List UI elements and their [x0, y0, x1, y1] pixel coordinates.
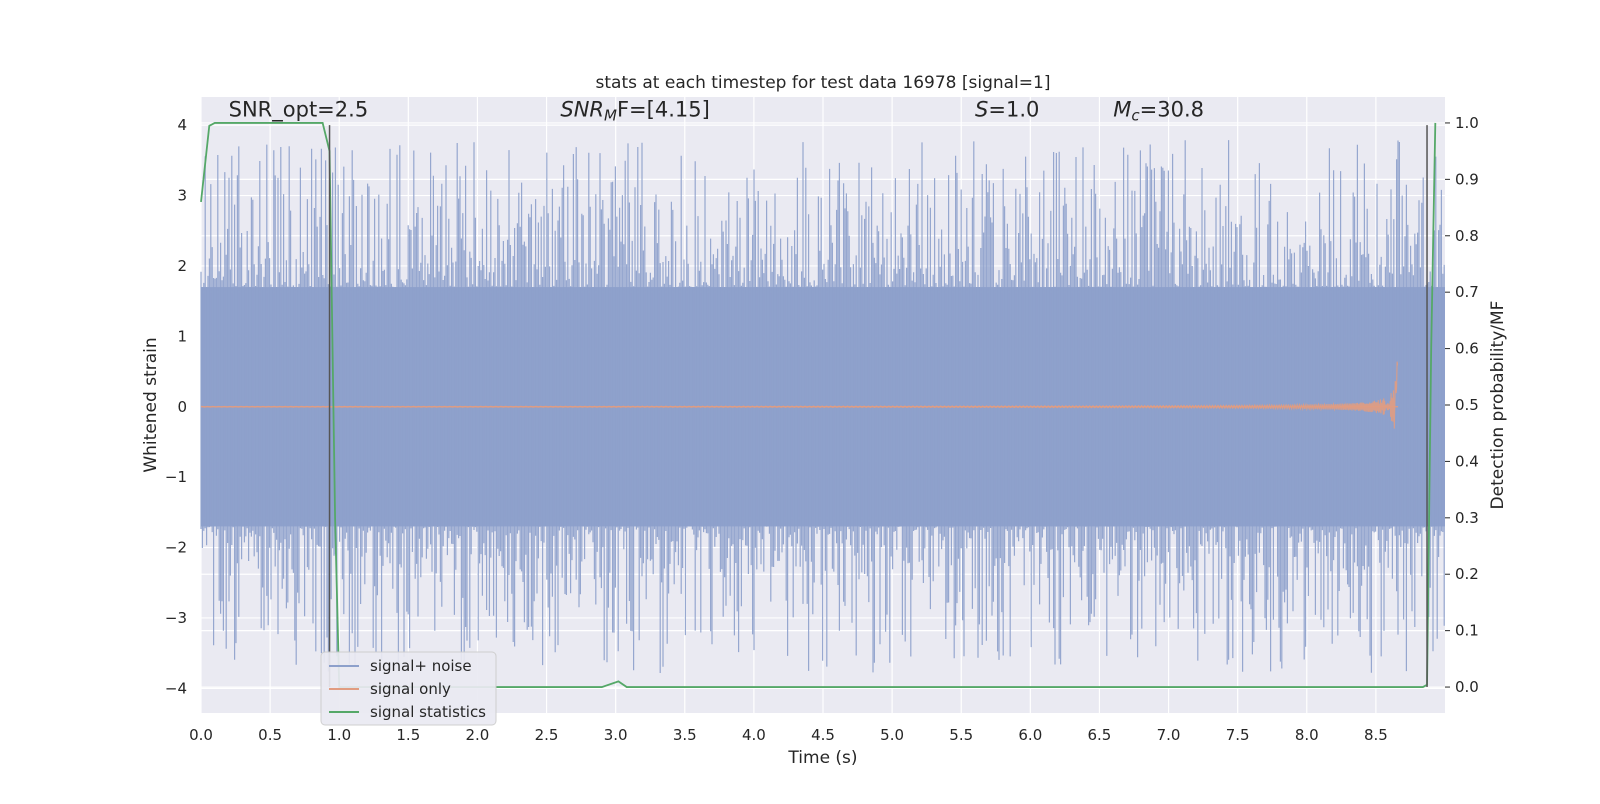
y2-tick-label: 0.6 — [1455, 340, 1479, 358]
legend-label: signal+ noise — [370, 657, 472, 675]
x-axis-ticks: 0.0 0.5 1.0 1.5 2.0 2.5 3.0 3.5 4.0 4.5 5.0 5.5 6.0 6… — [189, 726, 1388, 744]
x-tick-label: 0.0 — [189, 726, 213, 744]
y2-axis-label: Detection probability/MF — [1488, 301, 1508, 510]
y-tick-label: −4 — [165, 679, 187, 697]
y2-tick-label: 0.5 — [1455, 396, 1479, 414]
annotation-s-stat: S=1.0 — [975, 98, 1039, 122]
y2-tick-label: 0.0 — [1455, 678, 1479, 696]
y-tick-label: 3 — [177, 187, 187, 205]
x-tick-label: 0.5 — [258, 726, 282, 744]
x-tick-label: 6.5 — [1088, 726, 1112, 744]
x-tick-label: 2.5 — [535, 726, 559, 744]
legend: signal+ noise signal only signal statistic… — [321, 652, 496, 725]
y2-axis-ticks: 0.0 0.1 0.2 0.3 0.4 0.5 0.6 0.7 0.8 0.9 1.0 — [1445, 114, 1479, 696]
y2-tick-label: 0.1 — [1455, 622, 1479, 640]
x-tick-label: 5.0 — [880, 726, 904, 744]
y-tick-label: −2 — [165, 539, 187, 557]
y2-tick-label: 1.0 — [1455, 114, 1479, 132]
x-axis-label: Time (s) — [787, 748, 857, 768]
y2-tick-label: 0.2 — [1455, 565, 1479, 583]
legend-label: signal statistics — [370, 703, 486, 721]
x-tick-label: 2.0 — [466, 726, 490, 744]
x-tick-label: 8.0 — [1295, 726, 1319, 744]
y-axis-label: Whitened strain — [141, 337, 161, 472]
x-tick-label: 3.0 — [604, 726, 628, 744]
y2-tick-label: 0.3 — [1455, 509, 1479, 527]
y-tick-label: 2 — [177, 257, 187, 275]
x-tick-label: 5.5 — [949, 726, 973, 744]
y2-tick-label: 0.8 — [1455, 227, 1479, 245]
y-tick-label: 1 — [177, 327, 187, 345]
x-tick-label: 8.5 — [1364, 726, 1388, 744]
legend-label: signal only — [370, 680, 451, 698]
y-tick-label: 4 — [177, 116, 187, 134]
y-tick-label: 0 — [177, 398, 187, 416]
annotation-snr-mf: SNRMF=[4.15] — [560, 98, 709, 125]
x-tick-label: 7.0 — [1157, 726, 1181, 744]
x-tick-label: 4.5 — [811, 726, 835, 744]
y-tick-label: −1 — [165, 468, 187, 486]
y2-tick-label: 0.4 — [1455, 452, 1479, 470]
x-tick-label: 6.0 — [1018, 726, 1042, 744]
y2-tick-label: 0.9 — [1455, 170, 1479, 188]
x-tick-label: 1.5 — [396, 726, 420, 744]
x-tick-label: 3.5 — [673, 726, 697, 744]
chart-title: stats at each timestep for test data 169… — [596, 73, 1051, 93]
x-tick-label: 7.5 — [1226, 726, 1250, 744]
x-tick-label: 4.0 — [742, 726, 766, 744]
annotation-snr-opt: SNR_opt=2.5 — [229, 98, 369, 123]
y-axis-ticks: −4 −3 −2 −1 0 1 2 3 4 — [165, 116, 187, 697]
x-tick-label: 1.0 — [327, 726, 351, 744]
y2-tick-label: 0.7 — [1455, 283, 1479, 301]
y-tick-label: −3 — [165, 609, 187, 627]
annotation-mc: Mc=30.8 — [1113, 98, 1204, 125]
